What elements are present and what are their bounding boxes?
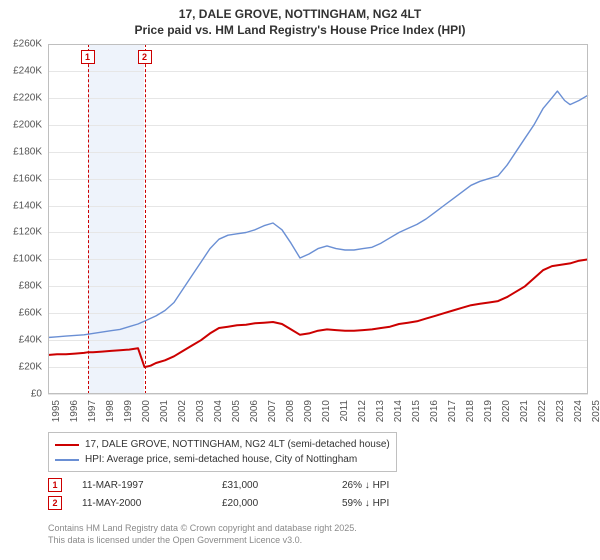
- y-tick-label: £100K: [0, 254, 42, 265]
- legend: 17, DALE GROVE, NOTTINGHAM, NG2 4LT (sem…: [48, 432, 397, 472]
- x-tick-label: 2022: [537, 400, 548, 422]
- x-tick-label: 1996: [69, 400, 80, 422]
- sale-marker-box: 2: [138, 50, 152, 64]
- x-tick-label: 2004: [213, 400, 224, 422]
- x-tick-label: 2007: [267, 400, 278, 422]
- legend-swatch-hpi: [55, 459, 79, 461]
- x-tick-label: 1995: [51, 400, 62, 422]
- x-tick-label: 2006: [249, 400, 260, 422]
- legend-swatch-price-paid: [55, 444, 79, 446]
- x-tick-label: 2024: [573, 400, 584, 422]
- title-line2: Price paid vs. HM Land Registry's House …: [0, 22, 600, 38]
- x-tick-label: 2013: [375, 400, 386, 422]
- x-tick-label: 2018: [465, 400, 476, 422]
- x-tick-label: 2000: [141, 400, 152, 422]
- x-tick-label: 2023: [555, 400, 566, 422]
- y-tick-label: £200K: [0, 119, 42, 130]
- x-tick-label: 2025: [591, 400, 600, 422]
- legend-label-hpi: HPI: Average price, semi-detached house,…: [85, 452, 357, 467]
- sale-date: 11-MAY-2000: [62, 498, 222, 509]
- line-series-svg: [48, 44, 588, 394]
- series-line-hpi: [48, 91, 588, 337]
- x-tick-label: 2015: [411, 400, 422, 422]
- y-tick-label: £0: [0, 389, 42, 400]
- chart-area: 12 £0£20K£40K£60K£80K£100K£120K£140K£160…: [48, 44, 588, 394]
- sale-row: 111-MAR-1997£31,00026% ↓ HPI: [48, 476, 472, 494]
- y-tick-label: £80K: [0, 281, 42, 292]
- x-tick-label: 2017: [447, 400, 458, 422]
- sale-row: 211-MAY-2000£20,00059% ↓ HPI: [48, 494, 472, 512]
- footer: Contains HM Land Registry data © Crown c…: [48, 522, 357, 546]
- legend-label-price-paid: 17, DALE GROVE, NOTTINGHAM, NG2 4LT (sem…: [85, 437, 390, 452]
- legend-row-hpi: HPI: Average price, semi-detached house,…: [55, 452, 390, 467]
- chart-title: 17, DALE GROVE, NOTTINGHAM, NG2 4LT Pric…: [0, 6, 600, 38]
- y-tick-label: £240K: [0, 65, 42, 76]
- x-tick-label: 1998: [105, 400, 116, 422]
- sale-marker-box: 1: [81, 50, 95, 64]
- title-line1: 17, DALE GROVE, NOTTINGHAM, NG2 4LT: [0, 6, 600, 22]
- gridline: [48, 394, 588, 395]
- x-tick-label: 2021: [519, 400, 530, 422]
- x-tick-label: 2005: [231, 400, 242, 422]
- footer-line2: This data is licensed under the Open Gov…: [48, 534, 357, 546]
- sale-price: £20,000: [222, 498, 342, 509]
- y-tick-label: £60K: [0, 308, 42, 319]
- y-tick-label: £260K: [0, 39, 42, 50]
- series-line-price_paid: [48, 259, 588, 367]
- sale-price: £31,000: [222, 480, 342, 491]
- x-tick-label: 2020: [501, 400, 512, 422]
- x-tick-label: 2002: [177, 400, 188, 422]
- plot-region: 12: [48, 44, 588, 394]
- y-tick-label: £20K: [0, 362, 42, 373]
- x-tick-label: 2008: [285, 400, 296, 422]
- y-tick-label: £180K: [0, 146, 42, 157]
- x-tick-label: 2010: [321, 400, 332, 422]
- sale-row-marker: 1: [48, 478, 62, 492]
- x-tick-label: 2012: [357, 400, 368, 422]
- y-tick-label: £220K: [0, 92, 42, 103]
- sale-delta: 26% ↓ HPI: [342, 480, 472, 491]
- x-tick-label: 2016: [429, 400, 440, 422]
- y-tick-label: £40K: [0, 335, 42, 346]
- y-tick-label: £120K: [0, 227, 42, 238]
- x-tick-label: 2011: [339, 400, 350, 422]
- sale-row-marker: 2: [48, 496, 62, 510]
- x-tick-label: 1997: [87, 400, 98, 422]
- x-tick-label: 1999: [123, 400, 134, 422]
- sales-table: 111-MAR-1997£31,00026% ↓ HPI211-MAY-2000…: [48, 476, 472, 512]
- x-tick-label: 2019: [483, 400, 494, 422]
- x-tick-label: 2014: [393, 400, 404, 422]
- y-tick-label: £160K: [0, 173, 42, 184]
- x-tick-label: 2003: [195, 400, 206, 422]
- sale-date: 11-MAR-1997: [62, 480, 222, 491]
- footer-line1: Contains HM Land Registry data © Crown c…: [48, 522, 357, 534]
- x-tick-label: 2009: [303, 400, 314, 422]
- y-tick-label: £140K: [0, 200, 42, 211]
- legend-row-price-paid: 17, DALE GROVE, NOTTINGHAM, NG2 4LT (sem…: [55, 437, 390, 452]
- x-tick-label: 2001: [159, 400, 170, 422]
- sale-delta: 59% ↓ HPI: [342, 498, 472, 509]
